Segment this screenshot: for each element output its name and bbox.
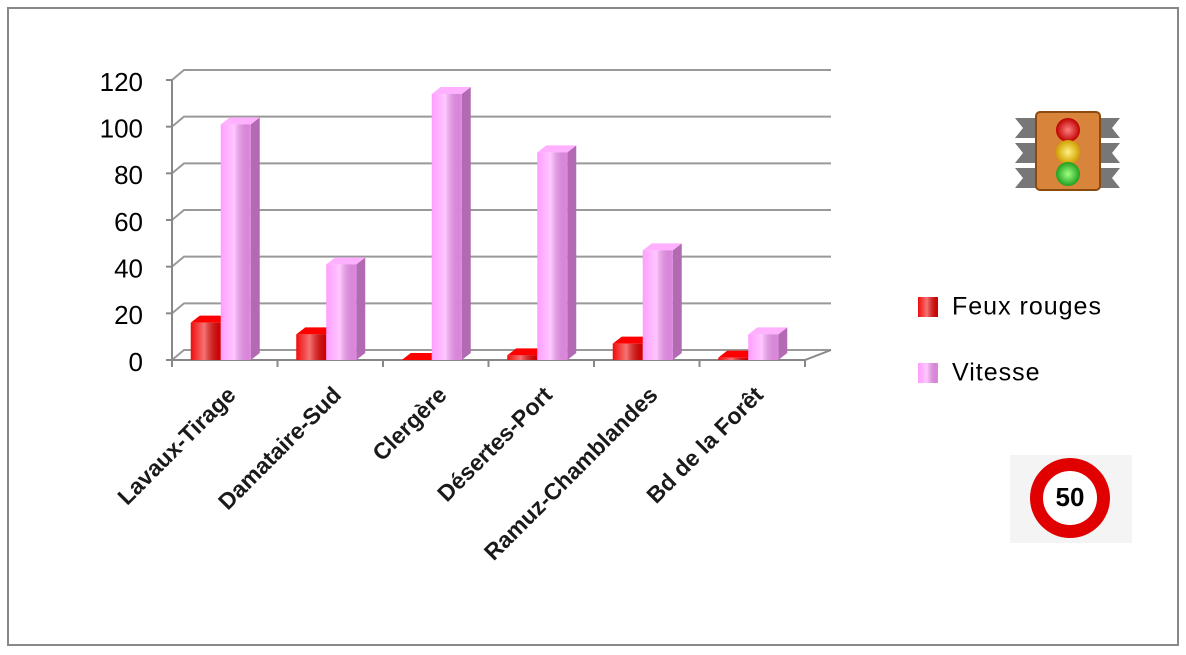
- bar-top: [642, 243, 682, 251]
- grid-line: [171, 255, 831, 268]
- bar-top: [537, 145, 577, 153]
- bar-shine: [220, 124, 251, 360]
- y-tick-label: 100: [100, 114, 143, 144]
- bar-side: [672, 243, 682, 360]
- y-tick-label: 120: [100, 67, 143, 97]
- legend-label: Vitesse: [952, 359, 1041, 387]
- bar-top: [507, 348, 547, 356]
- legend-label: Feux rouges: [952, 293, 1102, 321]
- y-tick-label: 80: [114, 160, 143, 190]
- bar-top: [296, 327, 336, 335]
- grid-line: [171, 162, 831, 175]
- bar-shine: [296, 334, 327, 360]
- y-tick-label: 60: [114, 207, 143, 237]
- bar-shine: [431, 94, 462, 360]
- grid-line: [171, 69, 831, 81]
- bar-side: [567, 145, 577, 360]
- bar-top: [220, 117, 260, 125]
- bar-shine: [748, 334, 779, 360]
- speed-limit-label: 50: [1056, 482, 1085, 512]
- bar-side: [461, 87, 471, 360]
- grid-line: [171, 209, 831, 221]
- bar-top: [748, 327, 788, 335]
- bar-top: [401, 353, 441, 360]
- bar-side: [356, 257, 366, 360]
- legend-swatch-shine: [918, 363, 938, 383]
- bar-top: [431, 87, 471, 94]
- bar-top: [718, 350, 758, 358]
- bar-shine: [718, 357, 749, 360]
- frame: [7, 7, 1179, 646]
- bar-top: [326, 257, 366, 265]
- bar-shine: [537, 152, 568, 360]
- grid-line: [171, 302, 831, 315]
- legend-swatch-shine: [918, 297, 938, 317]
- y-tick-label: 0: [129, 347, 143, 377]
- y-tick-label: 40: [114, 254, 143, 284]
- bar-shine: [507, 355, 538, 360]
- bar-shine: [612, 343, 643, 360]
- traffic-light-icon: [1015, 111, 1120, 191]
- bar-top: [190, 315, 230, 323]
- speed-limit-icon: 50: [1010, 455, 1132, 543]
- bar-shine: [642, 250, 673, 360]
- bar-shine: [190, 322, 221, 360]
- bar-side: [778, 327, 788, 360]
- grid-line: [171, 115, 831, 128]
- y-tick-label: 20: [114, 300, 143, 330]
- bar-top: [612, 336, 652, 344]
- bar-side: [250, 117, 260, 360]
- bar-shine: [326, 264, 357, 360]
